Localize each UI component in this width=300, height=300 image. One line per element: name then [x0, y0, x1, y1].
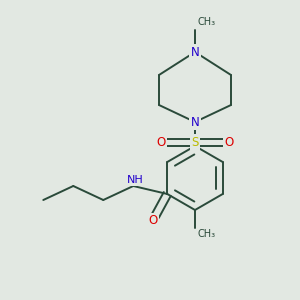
Text: O: O [156, 136, 166, 148]
Text: N: N [190, 116, 200, 128]
Text: CH₃: CH₃ [198, 17, 216, 27]
Text: O: O [149, 214, 158, 227]
Text: O: O [224, 136, 234, 148]
Text: N: N [190, 46, 200, 59]
Text: CH₃: CH₃ [198, 229, 216, 239]
Text: S: S [191, 136, 199, 148]
Text: NH: NH [127, 175, 144, 185]
